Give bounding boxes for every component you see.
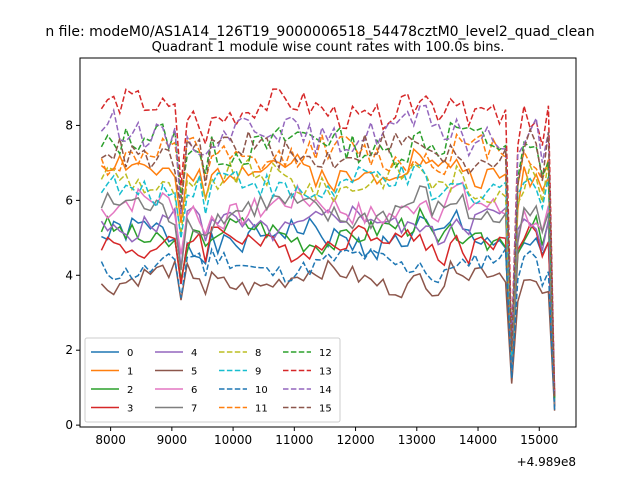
series-line-9: [100, 163, 556, 402]
x-axis: 8000 9000 10000 11000 12000 13000 14000 15000: [95, 427, 558, 447]
series-line-12: [100, 121, 556, 398]
series-line-10: [100, 246, 556, 410]
series-line-6: [100, 181, 556, 403]
plot-area: 8000 9000 10000 11000 12000 13000 14000 15000 0…: [65, 57, 577, 469]
series-line-13: [100, 88, 556, 394]
x-tick-label: 14000: [459, 433, 497, 447]
y-tick-label: 2: [65, 343, 73, 357]
legend-label: 5: [191, 367, 197, 378]
series-line-7: [100, 185, 556, 405]
legend-label: 10: [255, 385, 268, 396]
y-tick-label: 4: [65, 268, 73, 282]
x-tick-label: 11000: [275, 433, 313, 447]
legend-label: 12: [319, 348, 332, 359]
x-tick-label: 9000: [157, 433, 188, 447]
legend-label: 2: [127, 385, 133, 396]
legend-label: 13: [319, 367, 332, 378]
legend-label: 15: [319, 404, 332, 415]
y-tick-label: 6: [65, 193, 73, 207]
y-tick-label: 0: [65, 418, 73, 432]
legend-label: 7: [191, 404, 197, 415]
series-line-1: [100, 147, 556, 400]
series-line-3: [100, 222, 556, 406]
chart-title: Quadrant 1 module wise count rates with …: [152, 40, 505, 55]
plot-frame: [79, 57, 577, 428]
legend-label: 11: [255, 404, 268, 415]
x-tick-label: 12000: [336, 433, 374, 447]
legend-label: 6: [191, 385, 197, 396]
x-tick-label: 8000: [95, 433, 126, 447]
x-tick-label: 10000: [214, 433, 252, 447]
series-lines: [100, 88, 556, 411]
legend-label: 14: [319, 385, 332, 396]
series-line-11: [100, 132, 556, 400]
x-tick-label: 15000: [520, 433, 558, 447]
legend-box: [84, 337, 341, 423]
legend-label: 1: [127, 367, 133, 378]
y-tick-label: 8: [65, 118, 73, 132]
x-tick-label: 13000: [398, 433, 436, 447]
legend-label: 0: [127, 348, 133, 359]
series-line-14: [100, 104, 556, 395]
figure-suptitle: n file: modeM0/AS1A14_126T19_9000006518_…: [45, 24, 594, 40]
y-axis: 0 2 4 6 8: [65, 118, 80, 432]
legend-label: 9: [255, 367, 261, 378]
legend-label: 4: [191, 348, 197, 359]
x-axis-offset-label: +4.989e8: [517, 455, 576, 469]
legend-label: 3: [127, 404, 133, 415]
legend-label: 8: [255, 348, 261, 359]
